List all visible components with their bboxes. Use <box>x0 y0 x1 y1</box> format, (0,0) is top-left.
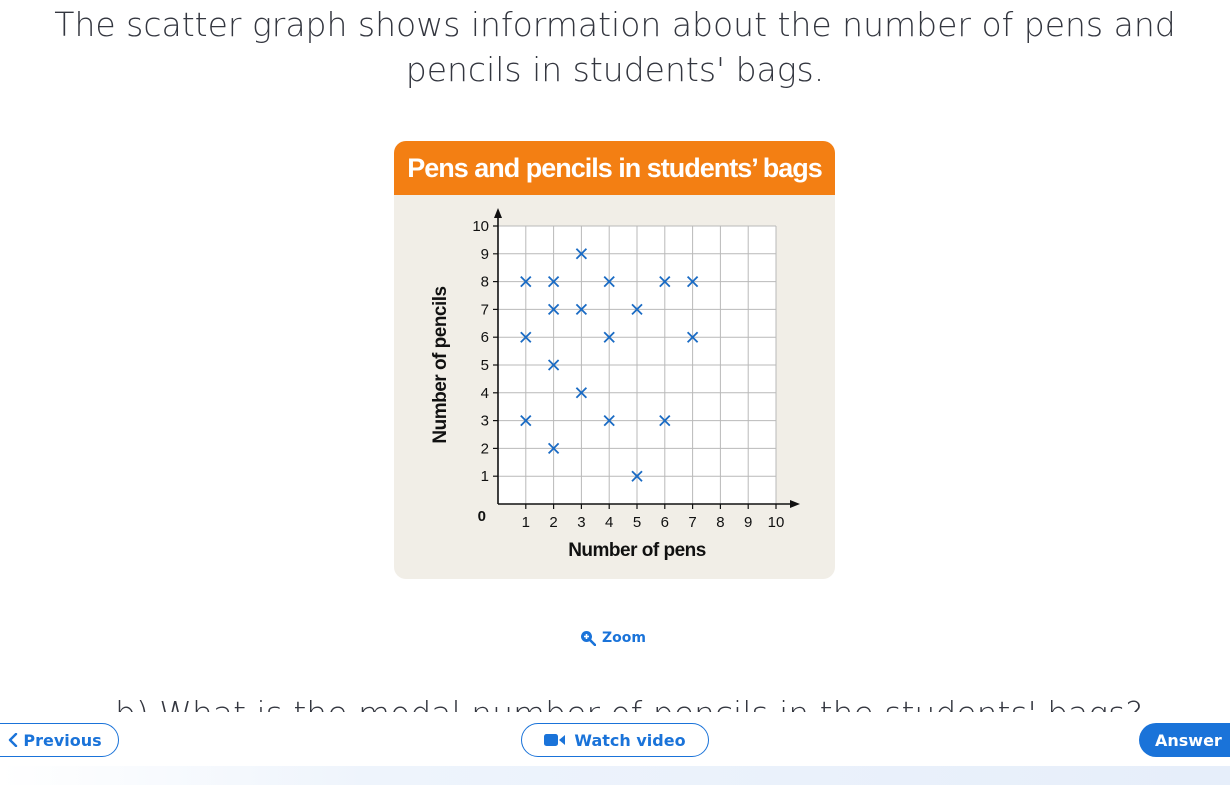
data-point-stroke <box>603 275 615 288</box>
video-camera-icon <box>544 734 566 746</box>
data-point-stroke <box>520 331 532 343</box>
data-point-stroke <box>547 275 560 288</box>
data-point <box>686 331 699 343</box>
x-tick-label: 6 <box>661 514 669 531</box>
watch-video-button[interactable]: Watch video <box>521 723 709 757</box>
chart-title: Pens and pencils in students’ bags <box>394 141 835 195</box>
y-tick-label: 5 <box>481 357 489 374</box>
data-point <box>631 303 643 316</box>
y-tick-label: 9 <box>481 246 489 263</box>
x-tick-label: 4 <box>605 514 613 531</box>
chevron-left-icon <box>9 733 18 747</box>
data-point <box>603 414 615 427</box>
next-question-clipped: b) What is the modal number of pencils i… <box>0 690 1230 712</box>
x-tick-label: 7 <box>688 514 696 531</box>
data-point <box>631 470 643 482</box>
data-point-stroke <box>686 331 699 343</box>
data-point <box>575 303 588 316</box>
data-point-stroke <box>631 303 643 316</box>
answer-button[interactable]: Answer <box>1139 723 1230 757</box>
y-axis-label: Number of pencils <box>430 286 451 443</box>
data-point <box>547 303 560 316</box>
data-point <box>547 275 560 288</box>
previous-button[interactable]: Previous <box>0 723 119 757</box>
zoom-button[interactable]: Zoom <box>580 628 646 648</box>
y-tick-label: 4 <box>481 385 489 402</box>
data-point <box>575 248 588 260</box>
data-point-stroke <box>575 387 588 399</box>
y-axis-arrow <box>494 208 502 218</box>
scatter-graph: 1 2 3 4 5 6 7 8 9 10 1 2 3 4 5 6 7 8 9 10 0 Number of pens Num… <box>430 208 800 561</box>
data-point-stroke <box>520 275 532 288</box>
data-point <box>603 275 615 288</box>
y-tick-label: 8 <box>481 274 489 291</box>
x-tick-label: 1 <box>522 514 530 531</box>
y-tick-label: 1 <box>481 468 489 485</box>
data-point-stroke <box>575 303 588 316</box>
data-point-stroke <box>603 331 615 343</box>
question-line-2: pencils in students' bags. <box>405 50 825 89</box>
zoom-in-icon <box>581 631 596 646</box>
x-tick-label: 9 <box>744 514 752 531</box>
data-point <box>575 387 588 399</box>
data-point <box>603 331 615 343</box>
x-tick-label: 5 <box>633 514 641 531</box>
data-point <box>659 275 671 288</box>
zoom-label: Zoom <box>602 630 646 646</box>
previous-label: Previous <box>23 730 102 750</box>
data-point <box>520 275 532 288</box>
answer-label: Answer <box>1155 730 1222 750</box>
x-tick-label: 8 <box>716 514 724 531</box>
y-tick-label: 2 <box>481 440 489 457</box>
data-point-stroke <box>547 359 560 371</box>
x-axis-label: Number of pens <box>568 540 706 561</box>
data-point <box>659 414 671 427</box>
data-point-stroke <box>547 442 560 455</box>
data-point <box>686 275 699 288</box>
bottom-bar-shade <box>0 766 1230 785</box>
data-point <box>520 414 532 427</box>
x-tick-label: 10 <box>768 514 785 531</box>
watch-video-label: Watch video <box>574 730 686 750</box>
data-point <box>547 442 560 455</box>
y-tick-label: 10 <box>472 218 489 235</box>
origin-label: 0 <box>478 508 486 525</box>
question-line-1: The scatter graph shows information abou… <box>54 5 1176 44</box>
data-point-stroke <box>631 470 643 482</box>
data-point-stroke <box>575 248 588 260</box>
scatter-graph-card: Pens and pencils in students’ bags 1 2 3 4 5… <box>394 141 835 579</box>
data-point-stroke <box>603 414 615 427</box>
next-question-text: b) What is the modal number of pencils i… <box>115 694 1143 712</box>
bottom-navigation: Previous Watch video Answer <box>0 712 1230 785</box>
y-tick-label: 6 <box>481 329 489 346</box>
data-point-stroke <box>659 275 671 288</box>
data-point-stroke <box>547 303 560 316</box>
data-point <box>520 331 532 343</box>
question-text: The scatter graph shows information abou… <box>0 2 1230 92</box>
data-point-stroke <box>686 275 699 288</box>
y-tick-label: 3 <box>481 413 489 430</box>
x-tick-label: 3 <box>577 514 585 531</box>
x-tick-label: 2 <box>549 514 557 531</box>
y-tick-label: 7 <box>481 301 489 318</box>
data-point <box>547 359 560 371</box>
data-point-stroke <box>520 414 532 427</box>
x-axis-arrow <box>790 500 800 508</box>
data-point-stroke <box>659 414 671 427</box>
